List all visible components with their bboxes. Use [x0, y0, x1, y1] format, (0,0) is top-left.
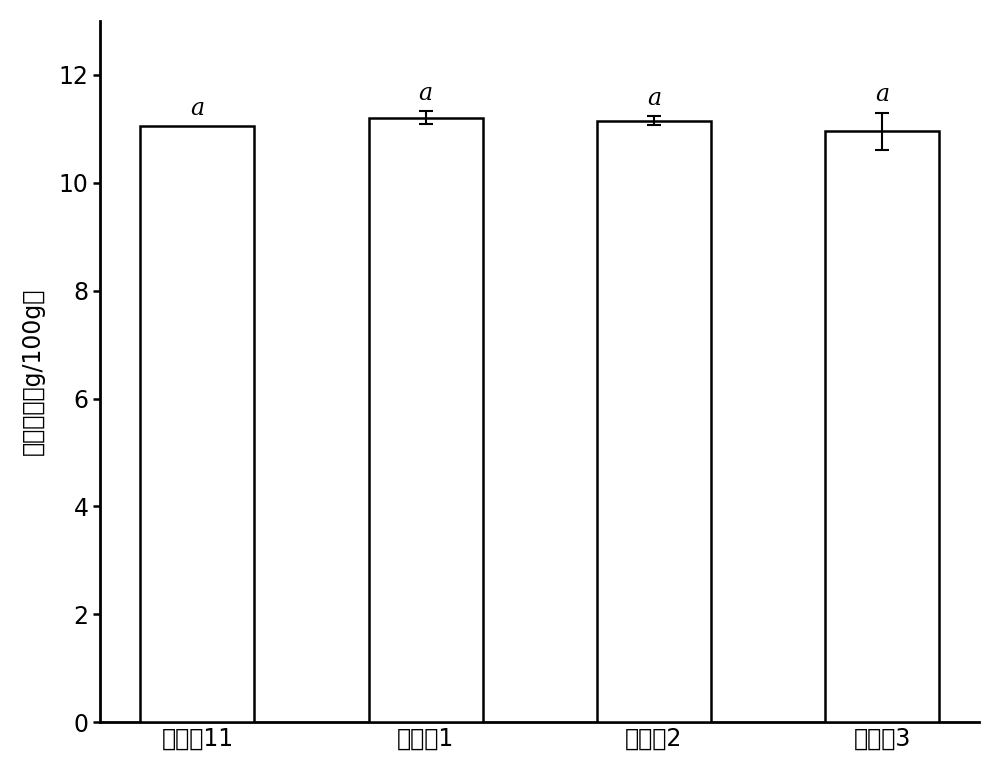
Text: a: a — [190, 96, 204, 120]
Text: a: a — [875, 83, 889, 106]
Y-axis label: 水分含量（g/100g）: 水分含量（g/100g） — [21, 288, 45, 455]
Text: a: a — [647, 87, 661, 110]
Text: a: a — [419, 82, 433, 105]
Bar — [140, 126, 254, 723]
Bar — [597, 120, 711, 723]
Bar — [369, 118, 483, 723]
Bar — [825, 131, 939, 723]
